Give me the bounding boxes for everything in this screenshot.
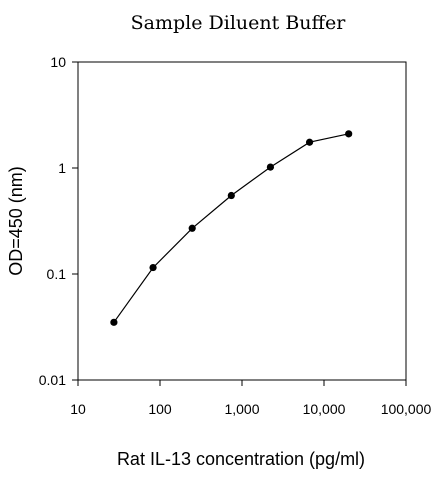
y-tick-label: 0.01 <box>39 372 66 388</box>
y-axis-ticks: 0.01 0.1 1 10 <box>39 54 78 388</box>
plot-area-frame <box>77 61 407 381</box>
x-tick-label: 100 <box>148 401 172 417</box>
x-axis-ticks: 10 100 1,000 10,000 100,000 <box>70 380 432 417</box>
x-tick-label: 1,000 <box>224 401 259 417</box>
chart-title: Sample Diluent Buffer <box>131 12 347 34</box>
data-point <box>149 263 157 272</box>
data-series <box>110 130 353 326</box>
y-axis-label: OD=450 (nm) <box>6 166 26 276</box>
x-tick-label: 10,000 <box>303 401 346 417</box>
data-point <box>110 318 118 326</box>
data-point <box>266 163 275 171</box>
y-tick-label: 1 <box>58 160 66 176</box>
data-point <box>345 130 353 138</box>
x-tick-label: 100,000 <box>381 401 432 417</box>
y-tick-label: 0.1 <box>47 266 67 282</box>
data-point <box>227 191 235 200</box>
x-axis-label: Rat IL-13 concentration (pg/ml) <box>117 449 365 469</box>
series-line <box>113 133 349 323</box>
x-tick-label: 10 <box>70 401 86 417</box>
data-point <box>305 138 314 146</box>
y-tick-label: 10 <box>50 54 66 70</box>
data-point <box>188 224 196 232</box>
